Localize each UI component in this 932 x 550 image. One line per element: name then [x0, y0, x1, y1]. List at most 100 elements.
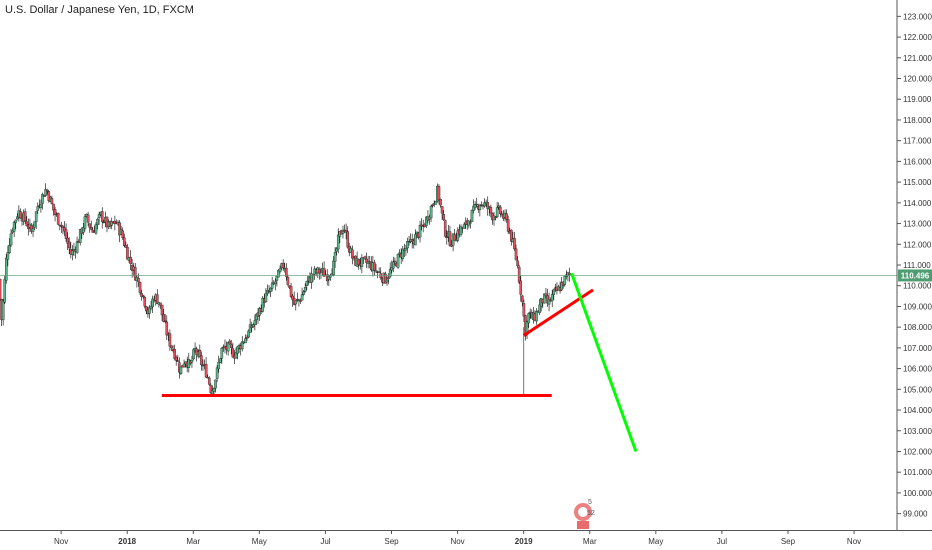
candle	[190, 355, 194, 368]
candle	[234, 347, 238, 359]
candle	[563, 275, 567, 287]
candle	[410, 233, 414, 249]
y-tick-label: 118.000	[903, 116, 932, 125]
x-tick-label: Sep	[781, 537, 796, 546]
candle	[363, 255, 367, 261]
candle	[148, 305, 151, 319]
candle	[300, 287, 304, 301]
candle	[459, 224, 463, 237]
candle	[174, 355, 178, 366]
candle	[134, 262, 137, 281]
projection-line[interactable]	[570, 272, 638, 452]
y-tick-label: 119.000	[903, 95, 932, 104]
candle	[11, 227, 14, 235]
candle	[483, 198, 486, 208]
candle	[50, 195, 54, 205]
y-tick-label: 117.000	[903, 137, 932, 146]
candle	[228, 339, 231, 345]
x-tick-label: Nov	[54, 537, 68, 546]
candle	[61, 225, 65, 235]
candle	[214, 379, 217, 393]
candle	[160, 304, 164, 321]
candle	[89, 220, 93, 231]
candle	[42, 195, 46, 197]
candle	[44, 183, 47, 197]
candle	[318, 267, 321, 280]
candle	[506, 215, 510, 235]
candle	[25, 216, 29, 227]
rising-trendline[interactable]	[522, 288, 594, 337]
y-tick-label: 110.000	[903, 282, 932, 291]
candle	[75, 236, 79, 254]
candle	[261, 296, 265, 313]
candle	[269, 287, 272, 298]
candle	[373, 259, 376, 277]
candle	[151, 295, 154, 314]
y-tick-label: 107.000	[903, 344, 932, 353]
candle	[392, 256, 395, 273]
candle	[255, 313, 258, 326]
candle	[247, 329, 250, 339]
y-tick-label: 99.000	[903, 510, 928, 519]
candle	[439, 198, 442, 208]
candle	[550, 290, 554, 308]
candle	[374, 264, 378, 273]
candle	[218, 358, 222, 364]
candle	[513, 231, 516, 251]
candle	[110, 217, 114, 230]
candle	[52, 203, 55, 216]
candle	[351, 245, 354, 265]
y-tick-label: 113.000	[903, 220, 932, 229]
candle	[445, 230, 449, 245]
candle	[143, 296, 147, 309]
candle	[495, 201, 499, 219]
last-price-badge	[898, 269, 932, 282]
candle	[163, 314, 167, 324]
candle	[538, 299, 541, 316]
emblem-base-icon	[577, 521, 589, 529]
candle	[82, 223, 85, 236]
y-tick-label: 109.000	[903, 302, 932, 311]
candle	[365, 252, 368, 268]
watermark-layer: 5 52	[574, 499, 595, 529]
plot-area[interactable]	[0, 183, 571, 397]
candle	[264, 288, 268, 303]
candle	[124, 241, 128, 248]
candle	[64, 223, 68, 242]
candle	[30, 223, 33, 234]
candle	[303, 283, 307, 293]
candle	[67, 237, 71, 254]
y-tick-label: 102.000	[903, 447, 932, 456]
y-tick-label: 105.000	[903, 385, 932, 394]
candle	[327, 274, 331, 287]
candle	[245, 334, 249, 342]
candle	[274, 278, 277, 291]
candle	[23, 208, 27, 224]
candle	[156, 289, 159, 305]
candle	[486, 196, 490, 216]
candle	[505, 209, 508, 223]
y-tick-label: 103.000	[903, 427, 932, 436]
candle	[41, 192, 44, 210]
candle	[448, 225, 452, 247]
candle	[86, 211, 90, 226]
candle	[122, 233, 126, 248]
candle	[159, 302, 162, 309]
candle	[333, 247, 337, 268]
candle	[544, 288, 548, 299]
candle	[341, 225, 345, 239]
candle	[462, 222, 466, 229]
candle	[4, 253, 8, 284]
candle	[149, 300, 153, 311]
candle	[229, 339, 233, 355]
y-tick-label: 123.000	[903, 12, 932, 21]
candle	[253, 314, 257, 331]
candle	[204, 356, 208, 378]
candle	[406, 237, 409, 254]
candle	[437, 184, 441, 205]
candle	[198, 344, 202, 358]
y-tick-label: 115.000	[903, 178, 932, 187]
drawings-layer[interactable]	[0, 272, 897, 452]
emblem-inner-icon	[578, 507, 588, 517]
